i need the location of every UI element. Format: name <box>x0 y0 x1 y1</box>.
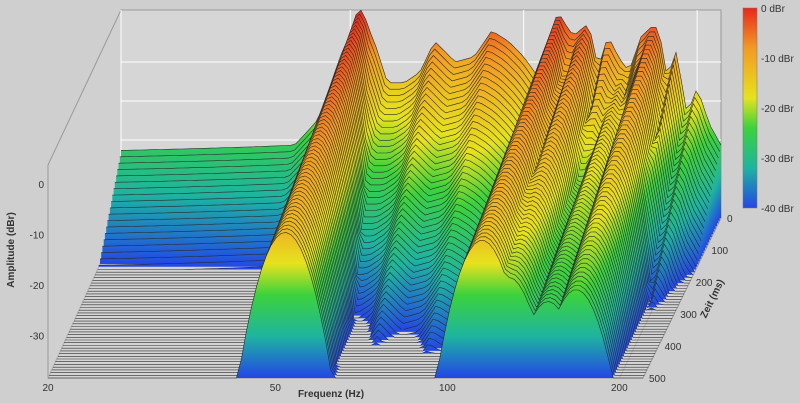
x-tick-label: 20 <box>42 383 54 394</box>
colorbar-label: -30 dBr <box>761 154 794 165</box>
time-slice-line <box>91 100 690 284</box>
time-slice <box>48 232 643 378</box>
time-slice-line <box>76 145 674 316</box>
time-slice-line <box>70 164 667 330</box>
colorbar-label: 0 dBr <box>761 4 786 15</box>
time-slice-line <box>98 77 698 266</box>
time-slice-line <box>114 28 715 183</box>
time-slice-line <box>90 103 688 287</box>
y-tick-label: -20 <box>30 281 45 292</box>
time-slice-line <box>107 51 707 221</box>
z-tick-label: 0 <box>727 214 733 225</box>
x-axis-ticks: 20 50 100 200 <box>42 383 628 394</box>
time-slice-line <box>99 73 699 260</box>
time-slice-line <box>95 88 694 276</box>
time-slice-line <box>51 220 647 371</box>
time-slice-line <box>48 232 643 379</box>
x-tick-label: 50 <box>270 383 282 394</box>
time-slice-line <box>59 198 655 354</box>
z-tick-label: 400 <box>665 342 682 353</box>
time-slice-line <box>111 39 711 202</box>
colorbar-labels: 0 dBr -10 dBr -20 dBr -30 dBr -40 dBr <box>761 4 794 215</box>
x-tick-label: 200 <box>611 383 628 394</box>
time-slice-line <box>120 9 722 151</box>
time-slice-line <box>93 92 692 278</box>
time-slice-line <box>54 213 650 365</box>
time-slice-line <box>50 224 646 373</box>
x-tick-label: 100 <box>439 383 456 394</box>
time-slice-line <box>103 62 703 241</box>
z-tick-label: 100 <box>711 246 728 257</box>
time-slice-line <box>81 130 679 306</box>
time-slice-line <box>78 137 677 311</box>
time-slice-line <box>109 43 710 209</box>
time-slice-line <box>82 126 680 303</box>
time-slice-line <box>49 228 645 376</box>
time-slice-line <box>77 141 675 314</box>
z-tick-label: 500 <box>649 374 666 385</box>
time-slice-line <box>67 171 665 335</box>
time-slice-line <box>66 175 663 338</box>
time-slice-line <box>85 119 683 297</box>
waterfall-slices <box>48 9 722 379</box>
z-axis-ticks: 0 100 200 300 400 500 <box>649 214 733 385</box>
y-tick-label: 0 <box>38 180 44 191</box>
time-slice-line <box>102 66 702 247</box>
time-slice-line <box>74 152 671 322</box>
time-slice-line <box>92 96 691 281</box>
time-slice-line <box>65 179 662 341</box>
time-slice-line <box>87 111 686 292</box>
time-slice-line <box>72 156 670 325</box>
colorbar-label: -40 dBr <box>761 204 794 215</box>
time-slice-line <box>83 122 682 300</box>
colorbar <box>742 7 758 209</box>
y-axis-title: Amplitude (dBr) <box>6 212 17 288</box>
time-slice-line <box>108 47 709 215</box>
time-slice-line <box>106 54 706 228</box>
time-slice-line <box>62 186 659 346</box>
time-slice-line <box>118 17 719 164</box>
z-tick-label: 300 <box>680 310 697 321</box>
y-tick-label: -10 <box>30 231 45 242</box>
time-slice-line <box>117 21 718 170</box>
colorbar-label: -10 dBr <box>761 54 794 65</box>
time-slice-line <box>113 32 714 189</box>
time-slice-line <box>80 134 678 309</box>
time-slice-line <box>56 205 653 360</box>
y-tick-label: -30 <box>30 332 45 343</box>
time-slice-line <box>104 58 705 234</box>
time-slice-line <box>88 107 687 289</box>
time-slice-line <box>69 168 666 333</box>
time-slice-line <box>61 190 658 349</box>
time-slice-line <box>116 24 716 177</box>
time-slice-line <box>75 149 673 319</box>
time-slice-line <box>64 183 661 344</box>
colorbar-label: -20 dBr <box>761 104 794 115</box>
z-tick-label: 200 <box>696 278 713 289</box>
time-slice-line <box>96 85 695 273</box>
time-slice-line <box>112 36 712 196</box>
time-slice-line <box>101 70 701 253</box>
time-slice-line <box>71 160 669 327</box>
time-slice-line <box>60 194 657 352</box>
y-axis-ticks: 0 -10 -20 -30 <box>30 180 45 342</box>
time-slice-line <box>55 209 651 362</box>
time-slice-line <box>86 115 684 295</box>
time-slice-line <box>119 13 720 158</box>
time-slice-line <box>52 217 649 368</box>
time-slice-line <box>97 81 697 270</box>
time-slice-line <box>57 201 654 357</box>
x-axis-title: Frequenz (Hz) <box>298 389 364 400</box>
